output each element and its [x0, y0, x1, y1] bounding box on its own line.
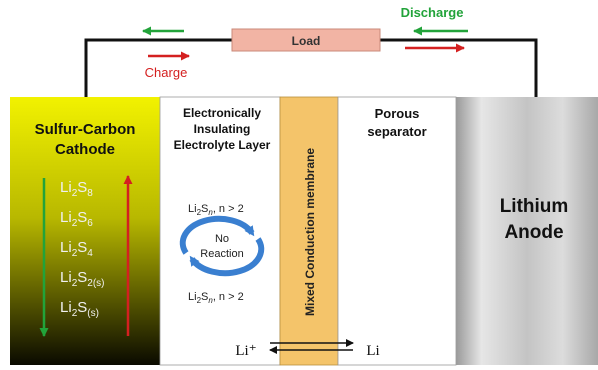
cathode-species-list: Li2S8 Li2S6 Li2S4 Li2S2(s) Li2S(s): [60, 179, 105, 319]
cathode-panel: [10, 97, 160, 365]
cathode-title-line2: Cathode: [55, 141, 115, 158]
anode-title-line2: Anode: [504, 222, 563, 243]
cathode-title-line1: Sulfur-Carbon: [35, 121, 136, 138]
circuit-wire-right: [380, 38, 538, 97]
anode-panel: [456, 97, 598, 365]
separator-title-line2: separator: [367, 124, 426, 139]
charge-label: Charge: [145, 65, 188, 80]
separator-panel: [337, 96, 457, 366]
separator-title-line1: Porous: [375, 106, 420, 121]
cathode-species-1: Li2S8: [60, 179, 93, 199]
li-metal-label: Li: [366, 343, 379, 359]
electrolyte-title-line1: Electronically: [183, 106, 261, 120]
li-ion-label: Li⁺: [235, 343, 256, 359]
load-label: Load: [292, 34, 321, 48]
membrane-label: Mixed Conduction membrane: [303, 148, 317, 316]
electrolyte-top-species: Li2Sn, n > 2: [188, 203, 244, 217]
cathode-species-2: Li2S6: [60, 209, 93, 229]
anode-title-line1: Lithium: [500, 196, 569, 217]
electrolyte-bottom-species: Li2Sn, n > 2: [188, 291, 244, 305]
circuit-wire-left: [84, 38, 232, 97]
electrolyte-panel: [159, 96, 281, 366]
cathode-species-4: Li2S2(s): [60, 269, 105, 289]
electrolyte-title-line3: Electrolyte Layer: [174, 138, 271, 152]
electrolyte-title-line2: Insulating: [194, 122, 251, 136]
cathode-species-3: Li2S4: [60, 239, 93, 259]
no-reaction-cycle-icon: [179, 215, 265, 277]
cathode-species-5: Li2S(s): [60, 299, 99, 319]
no-reaction-line1: No: [215, 233, 229, 245]
no-reaction-line2: Reaction: [200, 248, 243, 260]
discharge-label: Discharge: [401, 5, 464, 20]
load-box: [231, 28, 381, 52]
